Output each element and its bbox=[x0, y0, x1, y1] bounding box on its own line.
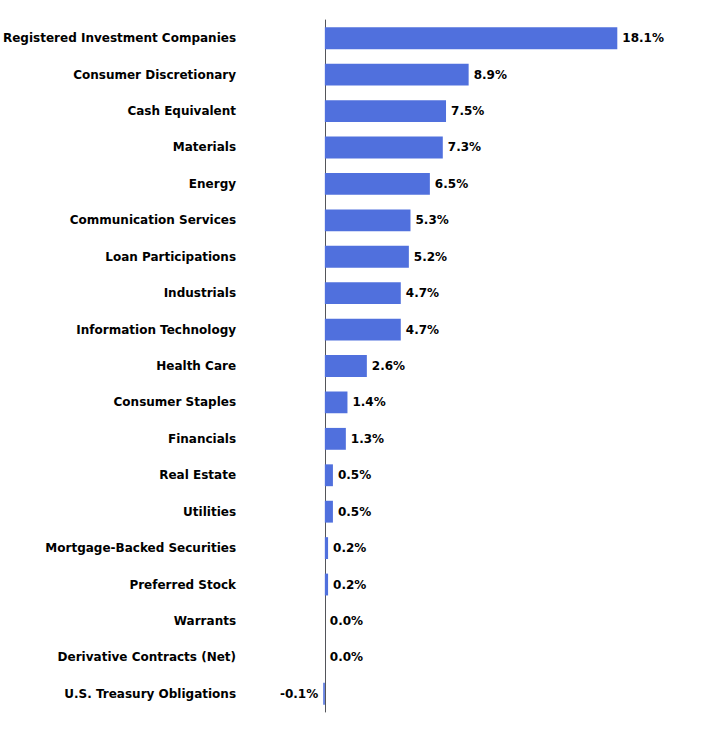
svg-text:7.3%: 7.3% bbox=[448, 140, 481, 154]
svg-text:Health Care: Health Care bbox=[156, 359, 236, 373]
svg-text:Information Technology: Information Technology bbox=[76, 323, 236, 337]
svg-text:0.0%: 0.0% bbox=[330, 650, 363, 664]
svg-text:Energy: Energy bbox=[189, 177, 236, 191]
svg-text:0.2%: 0.2% bbox=[333, 541, 366, 555]
svg-text:4.7%: 4.7% bbox=[406, 323, 439, 337]
svg-text:0.5%: 0.5% bbox=[338, 505, 371, 519]
svg-text:Mortgage-Backed Securities: Mortgage-Backed Securities bbox=[45, 541, 236, 555]
svg-text:U.S. Treasury Obligations: U.S. Treasury Obligations bbox=[64, 687, 236, 701]
svg-text:1.4%: 1.4% bbox=[352, 395, 385, 409]
svg-text:Materials: Materials bbox=[173, 140, 236, 154]
svg-text:Communication Services: Communication Services bbox=[70, 213, 236, 227]
svg-text:4.7%: 4.7% bbox=[406, 286, 439, 300]
svg-text:5.2%: 5.2% bbox=[414, 250, 447, 264]
svg-text:Utilities: Utilities bbox=[183, 505, 236, 519]
svg-text:8.9%: 8.9% bbox=[474, 68, 507, 82]
svg-text:2.6%: 2.6% bbox=[372, 359, 405, 373]
svg-text:Cash Equivalent: Cash Equivalent bbox=[127, 104, 236, 118]
svg-text:Registered Investment Companie: Registered Investment Companies bbox=[3, 31, 236, 45]
svg-text:Derivative Contracts (Net): Derivative Contracts (Net) bbox=[58, 650, 236, 664]
svg-text:-0.1%: -0.1% bbox=[280, 687, 318, 701]
svg-text:Industrials: Industrials bbox=[164, 286, 236, 300]
svg-text:Warrants: Warrants bbox=[174, 614, 236, 628]
svg-text:6.5%: 6.5% bbox=[435, 177, 468, 191]
svg-text:0.2%: 0.2% bbox=[333, 578, 366, 592]
svg-text:Financials: Financials bbox=[168, 432, 236, 446]
svg-text:0.5%: 0.5% bbox=[338, 468, 371, 482]
svg-text:Loan Participations: Loan Participations bbox=[105, 250, 236, 264]
svg-text:1.3%: 1.3% bbox=[351, 432, 384, 446]
svg-text:Consumer Discretionary: Consumer Discretionary bbox=[73, 68, 236, 82]
svg-text:Real Estate: Real Estate bbox=[159, 468, 236, 482]
svg-text:7.5%: 7.5% bbox=[451, 104, 484, 118]
svg-text:Preferred Stock: Preferred Stock bbox=[129, 578, 237, 592]
svg-text:0.0%: 0.0% bbox=[330, 614, 363, 628]
svg-text:5.3%: 5.3% bbox=[415, 213, 448, 227]
svg-text:Consumer Staples: Consumer Staples bbox=[114, 395, 236, 409]
svg-text:18.1%: 18.1% bbox=[622, 31, 664, 45]
